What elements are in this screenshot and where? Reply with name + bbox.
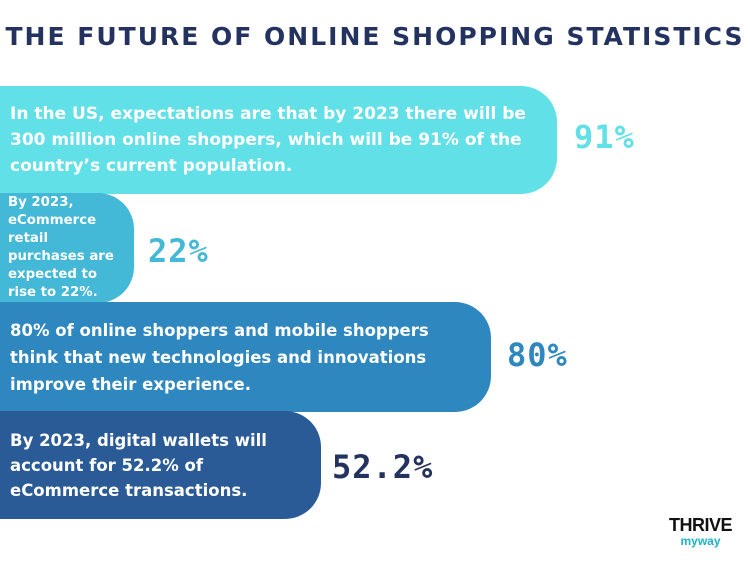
logo-text-top: THRIVE — [668, 515, 733, 535]
stat-bar-ecommerce-purchases: By 2023, eCommerce retail purchases are … — [0, 193, 134, 303]
page-title: THE FUTURE OF ONLINE SHOPPING STATISTICS — [5, 22, 745, 51]
stat-text: By 2023, eCommerce retail purchases are … — [8, 195, 114, 300]
stat-text: In the US, expectations are that by 2023… — [10, 104, 526, 176]
brand-logo: THRIVE myway — [668, 515, 733, 548]
logo-text-bottom: myway — [680, 534, 721, 548]
stat-bar-digital-wallets: By 2023, digital wallets will account fo… — [0, 411, 321, 519]
stat-value: 80% — [507, 336, 568, 374]
stat-bar-new-technologies: 80% of online shoppers and mobile shoppe… — [0, 302, 491, 412]
stat-value: 91% — [574, 118, 635, 156]
stat-bar-online-shoppers: In the US, expectations are that by 2023… — [0, 86, 557, 194]
stat-text: 80% of online shoppers and mobile shoppe… — [10, 320, 429, 394]
stat-value: 52.2% — [332, 448, 434, 486]
stat-text: By 2023, digital wallets will account fo… — [10, 430, 267, 500]
stat-value: 22% — [148, 232, 209, 270]
